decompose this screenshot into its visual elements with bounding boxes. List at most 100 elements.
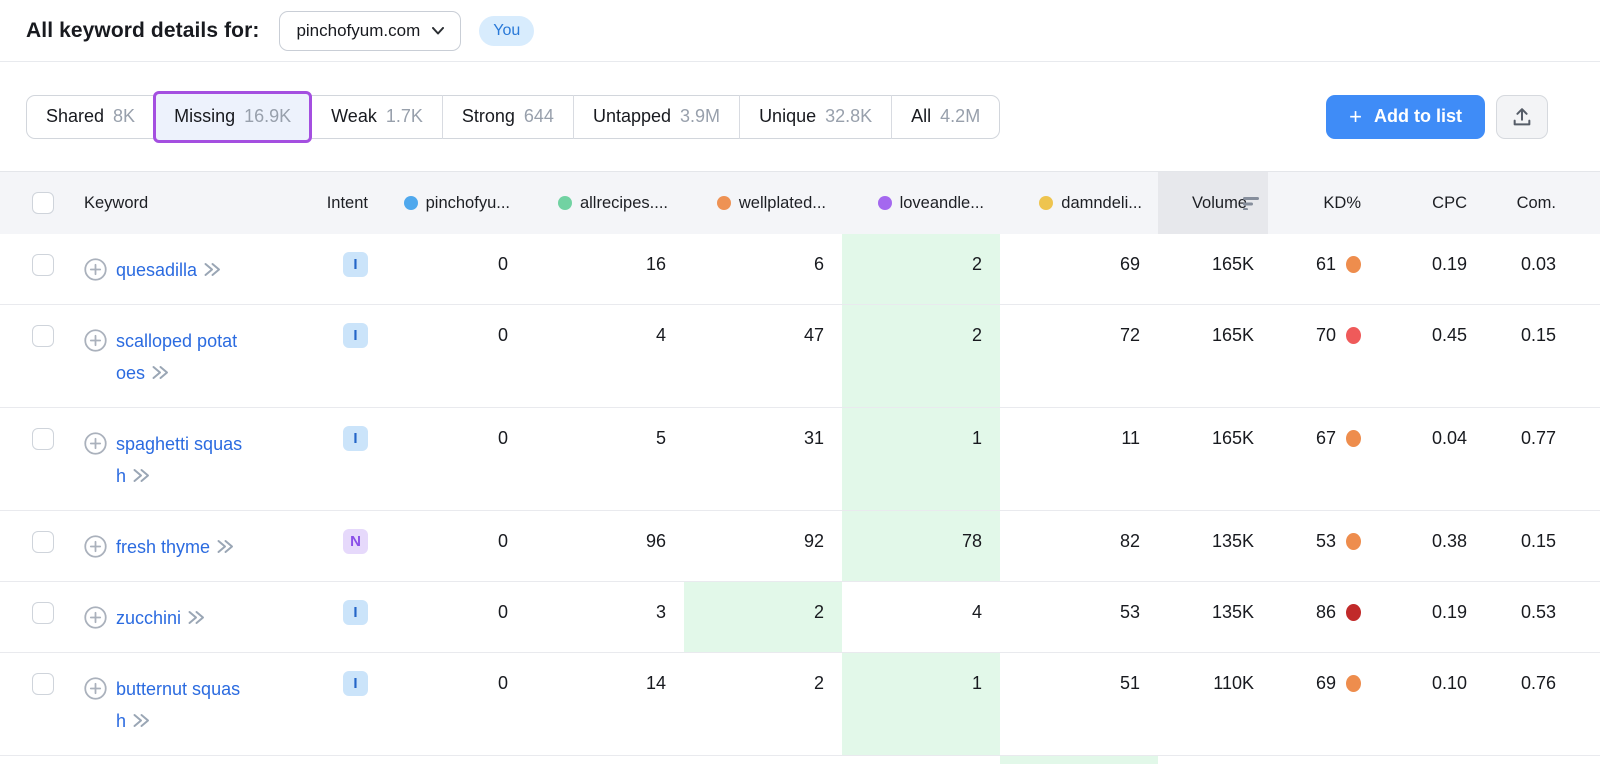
export-button[interactable] <box>1496 94 1548 139</box>
row-cell-volume: 135K <box>1211 602 1254 622</box>
domain-label: pinchofyu... <box>425 193 510 212</box>
header-cell-intent[interactable]: Intent <box>326 193 368 212</box>
row-checkbox[interactable] <box>32 428 54 450</box>
header-cell-domain-0[interactable]: pinchofyu... <box>376 172 526 234</box>
keyword-link[interactable]: butternut squash <box>116 679 241 731</box>
intent-badge[interactable]: I <box>343 323 368 348</box>
keyword-link[interactable]: fresh thyme <box>116 537 211 557</box>
circle-plus-icon[interactable] <box>84 432 107 460</box>
keyword-link[interactable]: scalloped potatoes <box>116 331 238 383</box>
row-cell-checkbox <box>0 582 64 652</box>
row-cell-position-4: 11 <box>1121 428 1140 448</box>
intent-badge[interactable]: I <box>343 600 368 625</box>
you-badge: You <box>479 15 535 46</box>
intent-badge[interactable]: I <box>343 252 368 277</box>
table-row: zucchini I 0 3 2 4 53 135K 86 0.19 0.53 <box>0 582 1600 653</box>
tab-label: Unique <box>759 106 817 126</box>
partial-cell <box>376 756 526 764</box>
row-cell-com: 0.76 <box>1520 673 1556 693</box>
tab-shared[interactable]: Shared 8K <box>27 95 154 139</box>
row-checkbox[interactable] <box>32 325 54 347</box>
row-cell-cpc: 0.19 <box>1431 254 1467 274</box>
tab-count: 4.2M <box>940 106 981 126</box>
row-cell-position-4: 51 <box>1119 673 1140 693</box>
intent-badge[interactable]: N <box>343 529 368 554</box>
partial-cell <box>296 756 376 764</box>
header-cell-domain-1[interactable]: allrecipes.... <box>526 172 684 234</box>
volume-label: Volume <box>1191 193 1247 212</box>
double-chevron-icon[interactable] <box>132 712 150 732</box>
header-cell-keyword[interactable]: Keyword <box>84 193 149 212</box>
row-cell-position-4: 69 <box>1119 254 1140 274</box>
row-checkbox[interactable] <box>32 602 54 624</box>
intent-badge[interactable]: I <box>343 671 368 696</box>
domain-dot-allrecipes <box>557 196 572 210</box>
table-header-row: Keyword Intent pinchofyu... allrecipes..… <box>0 171 1600 234</box>
intent-badge[interactable]: I <box>343 426 368 451</box>
header-cell-com[interactable]: Com. <box>1516 193 1556 212</box>
header-cell-domain-2[interactable]: wellplated... <box>684 172 842 234</box>
row-cell-keyword: zucchini <box>64 582 296 652</box>
row-cell-checkbox <box>0 511 64 581</box>
tab-strong[interactable]: Strong 644 <box>441 94 573 139</box>
circle-plus-icon[interactable] <box>84 258 107 286</box>
header-cell-cpc[interactable]: CPC <box>1432 193 1467 212</box>
domain-selector[interactable]: pinchofyum.com <box>279 10 462 51</box>
domain-label: allrecipes.... <box>579 193 668 212</box>
header-cell-domain-3[interactable]: loveandle... <box>842 172 1000 234</box>
row-cell-position-3: 2 <box>842 234 1000 304</box>
row-cell-volume: 110K <box>1213 673 1254 693</box>
keyword-link[interactable]: zucchini <box>116 608 182 628</box>
double-chevron-icon[interactable] <box>132 467 150 487</box>
add-to-list-button[interactable]: + Add to list <box>1326 94 1485 139</box>
row-checkbox[interactable] <box>32 673 54 695</box>
keyword-link[interactable]: quesadilla <box>116 260 198 280</box>
circle-plus-icon[interactable] <box>84 677 107 705</box>
domain-dot-loveandlemons <box>877 196 892 210</box>
table-body: quesadilla I 0 16 6 2 69 165K 61 0.19 0.03 <box>0 234 1600 756</box>
row-cell-volume: 165K <box>1211 428 1254 448</box>
row-cell-com: 0.15 <box>1520 531 1556 551</box>
tab-all[interactable]: All 4.2M <box>891 94 999 139</box>
kd-value: 69 <box>1315 673 1336 693</box>
table-row: fresh thyme N 0 96 92 78 82 135K 53 0.38 0.15 <box>0 511 1600 582</box>
double-chevron-icon[interactable] <box>187 609 205 629</box>
row-cell-cpc: 0.10 <box>1431 673 1467 693</box>
domain-label: damndeli... <box>1061 193 1142 212</box>
row-cell-keyword: quesadilla <box>64 234 296 304</box>
double-chevron-icon[interactable] <box>203 261 221 281</box>
select-all-checkbox[interactable] <box>32 192 54 214</box>
domain-label: wellplated... <box>738 193 826 212</box>
row-cell-intent: I <box>296 305 376 407</box>
row-cell-checkbox <box>0 305 64 407</box>
row-cell-cpc: 0.04 <box>1431 428 1467 448</box>
header-cell-checkbox <box>0 172 64 234</box>
circle-plus-icon[interactable] <box>84 329 107 357</box>
row-cell-position-1: 5 <box>655 428 666 448</box>
row-checkbox[interactable] <box>32 254 54 276</box>
tab-count: 8K <box>113 106 136 126</box>
row-cell-checkbox <box>0 408 64 510</box>
row-cell-position-2: 6 <box>813 254 824 274</box>
tab-missing[interactable]: Missing 16.9K <box>153 90 313 143</box>
row-checkbox[interactable] <box>32 531 54 553</box>
partial-cell <box>1498 756 1600 764</box>
double-chevron-icon[interactable] <box>151 364 169 384</box>
keyword-link[interactable]: spaghetti squash <box>116 434 243 486</box>
kd-difficulty-dot <box>1346 327 1361 344</box>
header-cell-volume-sorted[interactable]: Volume <box>1158 172 1268 234</box>
double-chevron-icon[interactable] <box>216 538 234 558</box>
row-cell-position-1: 96 <box>645 531 666 551</box>
circle-plus-icon[interactable] <box>84 606 107 634</box>
row-cell-checkbox <box>0 234 64 304</box>
tab-weak[interactable]: Weak 1.7K <box>311 94 442 139</box>
header-cell-kd[interactable]: KD% <box>1323 193 1361 212</box>
row-cell-kd: 70 <box>1268 305 1388 407</box>
row-cell-intent: N <box>296 511 376 581</box>
tab-untapped[interactable]: Untapped 3.9M <box>572 94 739 139</box>
row-cell-position-3: 1 <box>842 408 1000 510</box>
header-cell-domain-4[interactable]: damndeli... <box>1000 172 1158 234</box>
circle-plus-icon[interactable] <box>84 535 107 563</box>
keyword-filter-tabs: Shared 8K Missing 16.9K Weak 1.7K Strong 644 Unt… <box>26 90 1001 143</box>
tab-unique[interactable]: Unique 32.8K <box>739 94 891 139</box>
